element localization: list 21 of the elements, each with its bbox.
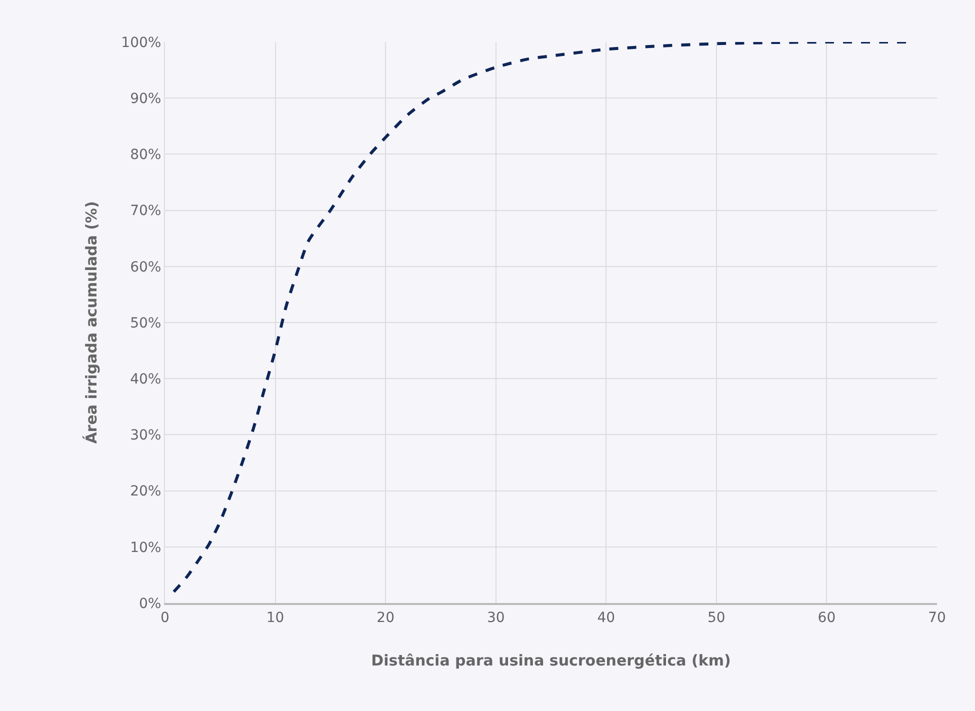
y-tick-label: 100% bbox=[121, 34, 162, 51]
y-tick-label: 30% bbox=[130, 428, 162, 444]
y-tick-label: 80% bbox=[130, 147, 162, 164]
y-axis-title: Área irrigada acumulada (%) bbox=[82, 201, 100, 444]
y-tick-label: 40% bbox=[130, 372, 162, 388]
y-tick-label: 90% bbox=[130, 91, 162, 107]
y-tick-label: 0% bbox=[138, 596, 162, 612]
x-tick-label: 40 bbox=[597, 610, 616, 626]
x-tick-label: 20 bbox=[376, 610, 394, 626]
y-tick-label: 50% bbox=[130, 315, 162, 332]
x-tick-label: 0 bbox=[160, 610, 170, 626]
x-tick-label: 70 bbox=[928, 610, 946, 626]
y-tick-label: 70% bbox=[130, 203, 162, 220]
x-tick-label: 50 bbox=[708, 610, 726, 626]
y-tick-label: 20% bbox=[130, 484, 162, 500]
y-tick-label: 60% bbox=[130, 259, 162, 276]
x-tick-label: 30 bbox=[486, 610, 505, 626]
x-tick-label: 60 bbox=[818, 610, 836, 626]
y-tick-label: 10% bbox=[130, 540, 162, 556]
x-tick-label: 10 bbox=[266, 610, 284, 626]
x-axis-title: Distância para usina sucroenergética (km) bbox=[371, 651, 731, 670]
